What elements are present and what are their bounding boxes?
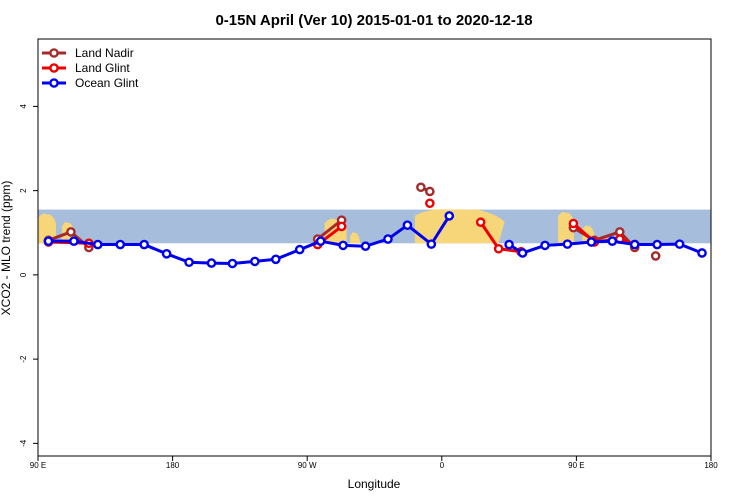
legend-item: Land Nadir	[42, 46, 134, 60]
data-point	[697, 248, 707, 258]
legend-marker	[49, 63, 59, 73]
x-tick-label: 180	[166, 461, 180, 470]
y-tick-label: -4	[19, 439, 28, 447]
data-point	[383, 234, 393, 244]
data-point	[336, 221, 347, 232]
series-layer	[43, 182, 707, 269]
data-point	[270, 254, 281, 265]
data-point	[607, 236, 618, 246]
data-point	[425, 186, 435, 197]
data-point	[568, 218, 579, 229]
series-line	[508, 239, 703, 255]
y-tick-label: -2	[19, 355, 28, 363]
data-point	[444, 211, 455, 221]
x-tick-label: 90 E	[568, 461, 584, 470]
data-point	[206, 258, 217, 268]
chart-title: 0-15N April (Ver 10) 2015-01-01 to 2020-…	[215, 12, 532, 29]
data-point	[294, 244, 305, 255]
data-point	[402, 220, 413, 230]
land-south-america	[350, 232, 361, 244]
data-point	[493, 243, 504, 254]
data-point	[650, 251, 661, 261]
data-point	[652, 239, 662, 250]
data-point	[426, 239, 437, 249]
data-point	[586, 237, 597, 247]
x-tick-label: 0	[440, 461, 445, 470]
data-point	[115, 239, 126, 250]
data-point	[161, 249, 172, 259]
legend-marker	[49, 48, 59, 58]
y-tick-label: 4	[19, 104, 28, 109]
y-tick-label: 2	[19, 188, 28, 193]
data-point	[66, 227, 76, 237]
data-point	[674, 239, 685, 249]
series-line	[316, 218, 343, 241]
data-point	[184, 257, 194, 268]
x-tick-label: 90 E	[30, 461, 46, 470]
data-point	[338, 240, 348, 251]
data-point	[250, 256, 260, 267]
y-tick-label: 0	[19, 272, 28, 277]
data-point	[139, 239, 149, 250]
x-tick-label: 90 W	[298, 461, 317, 470]
data-point	[416, 182, 426, 193]
x-axis: 90 E 180 90 W 0 90 E 180	[30, 456, 718, 470]
data-point	[69, 236, 79, 246]
legend-label: Land Glint	[75, 61, 130, 75]
x-axis-title: Longitude	[348, 477, 401, 491]
data-point	[360, 241, 371, 252]
legend-label: Ocean Glint	[75, 76, 139, 90]
land-ocean-band	[37, 209, 711, 244]
series-ocean-glint	[43, 211, 707, 269]
data-point	[540, 240, 550, 251]
legend-marker	[49, 78, 59, 88]
data-point	[93, 239, 103, 250]
data-point	[43, 236, 54, 246]
data-point	[315, 236, 326, 246]
y-axis-title: XCO2 - MLO trend (ppm)	[0, 181, 13, 316]
data-point	[517, 248, 528, 258]
legend-label: Land Nadir	[75, 46, 134, 60]
plot-frame	[37, 38, 712, 457]
data-point	[425, 198, 435, 209]
data-point	[475, 217, 486, 228]
y-axis: -4 -2 0 2 4	[19, 104, 38, 447]
data-point	[562, 239, 573, 249]
data-point	[504, 239, 514, 250]
x-tick-label: 180	[704, 461, 718, 470]
legend-item: Land Glint	[42, 61, 130, 75]
land-india	[37, 213, 56, 244]
data-point	[629, 239, 640, 250]
land-india-2	[557, 211, 574, 244]
data-point	[227, 258, 238, 269]
legend-item: Ocean Glint	[42, 76, 139, 90]
